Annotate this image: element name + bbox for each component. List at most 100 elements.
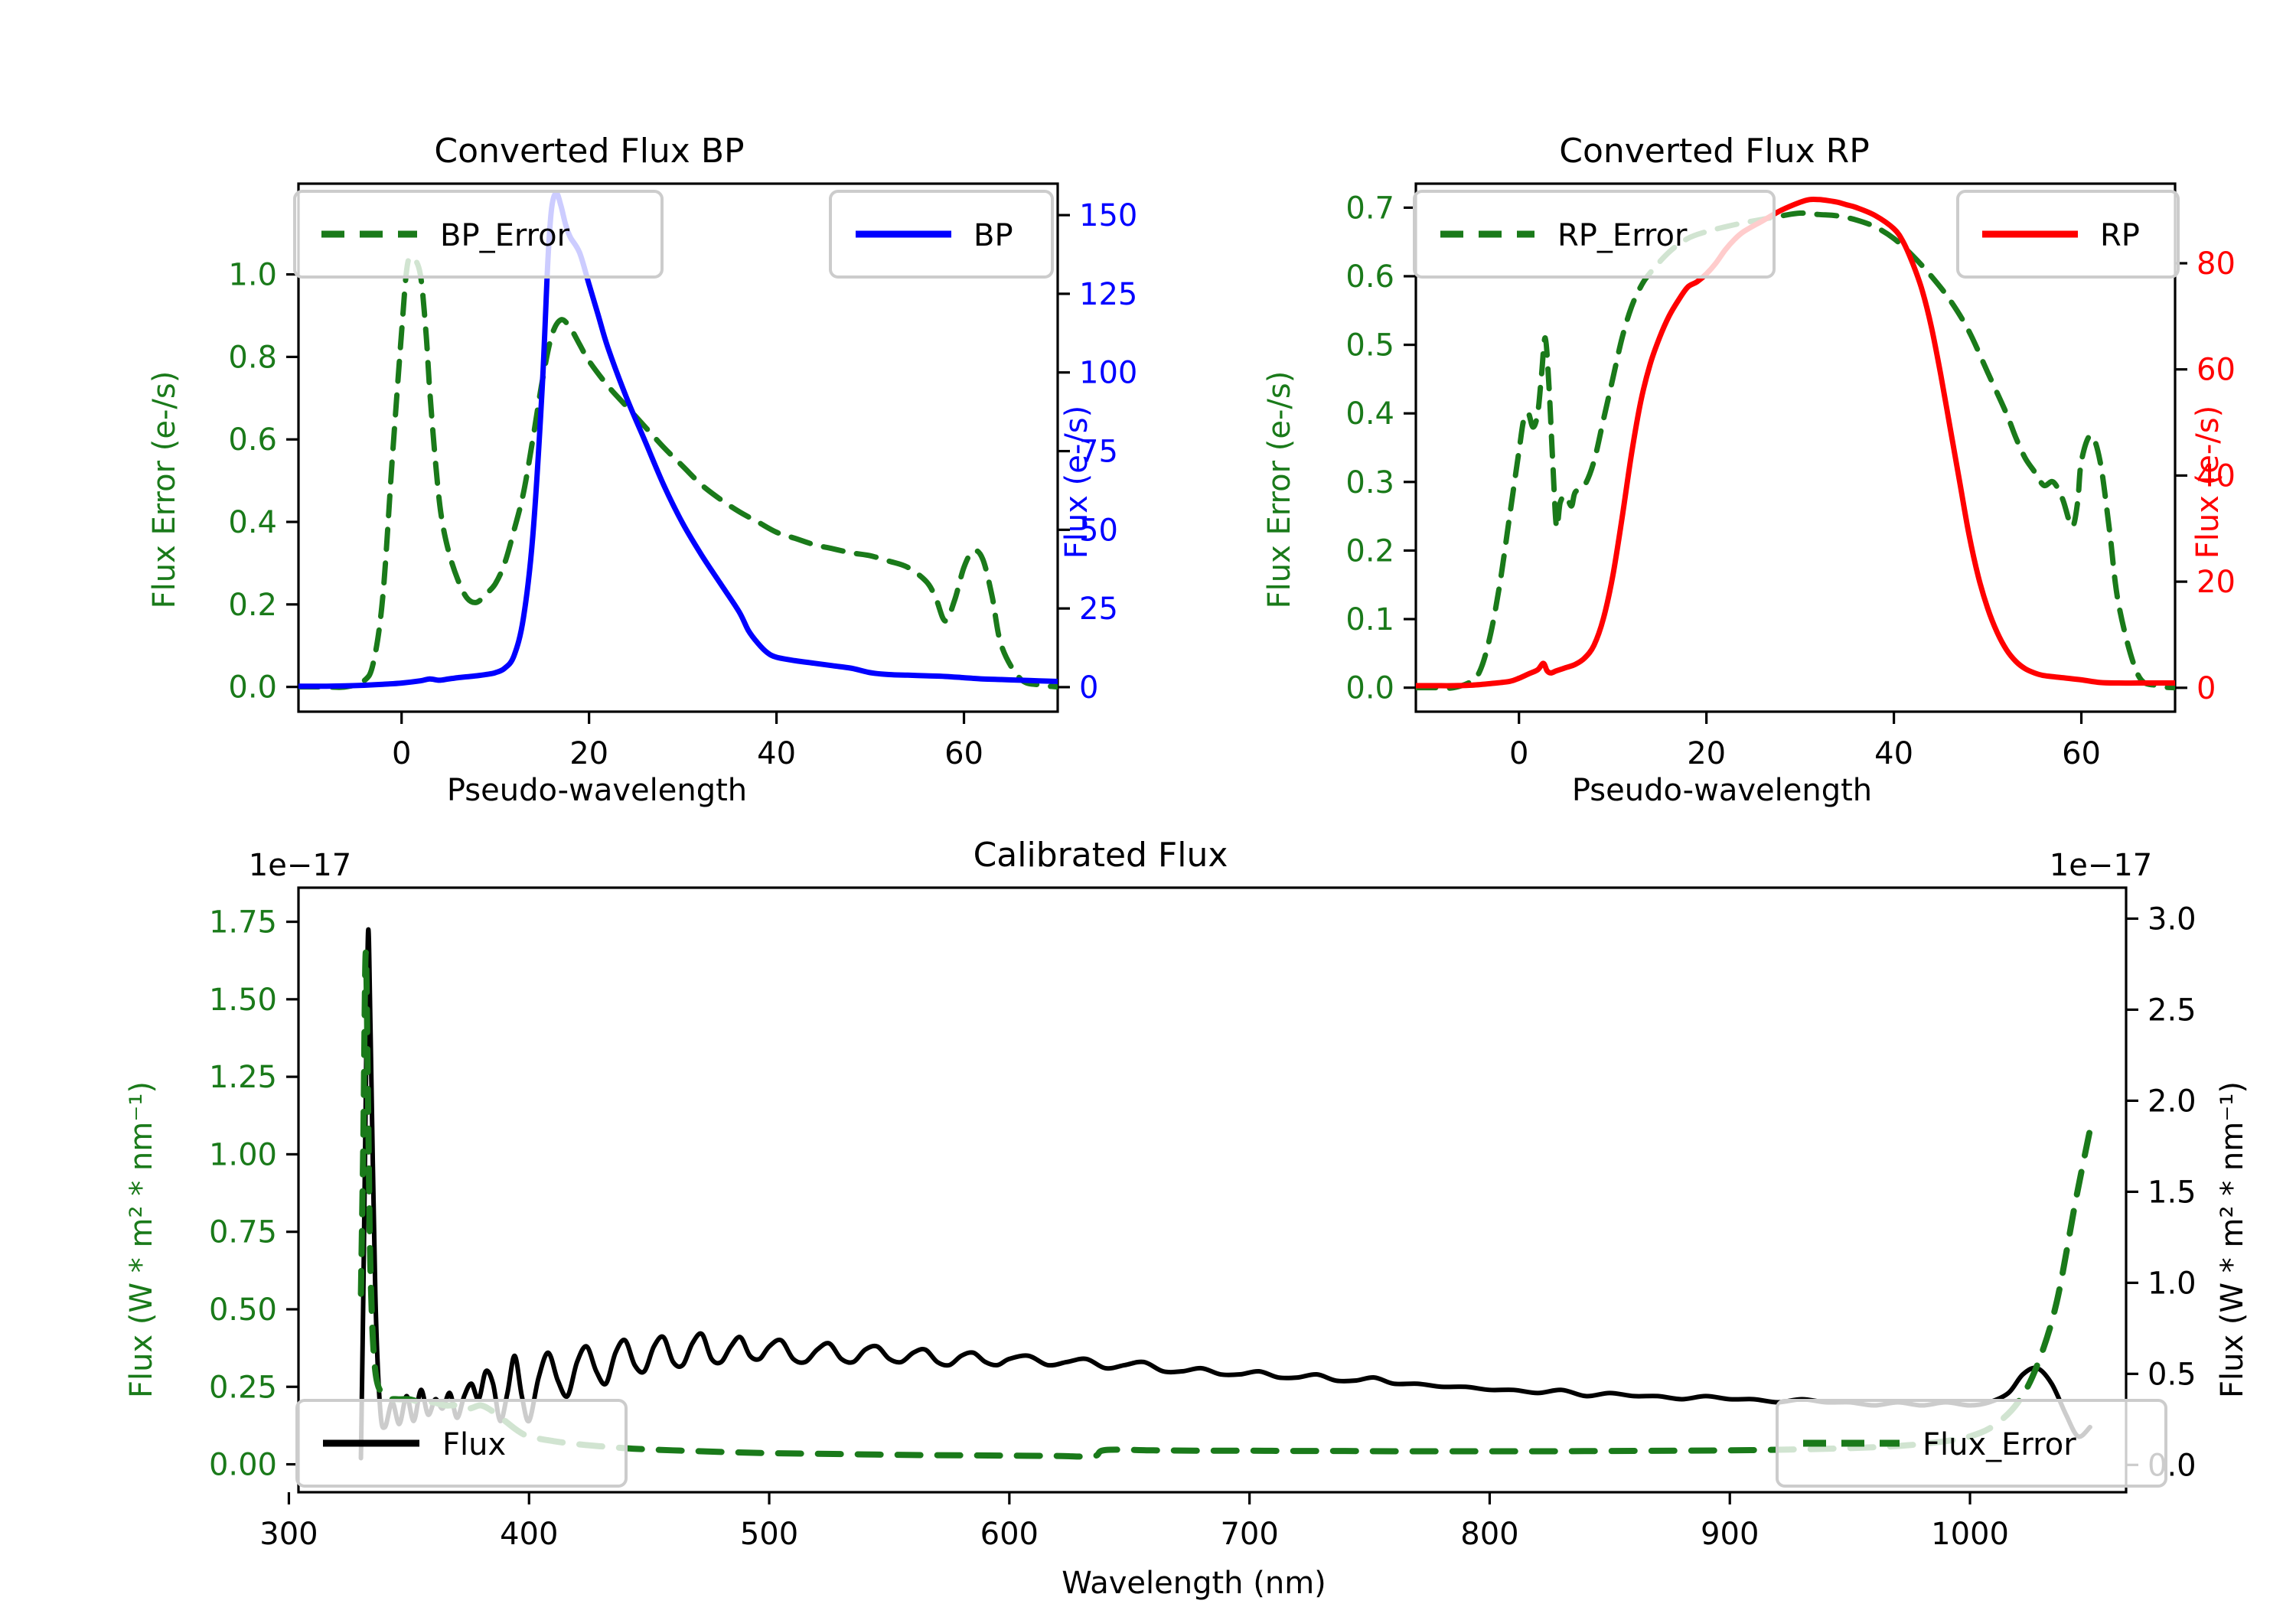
calibrated-ytick-left-label: 0.25 [209, 1370, 277, 1405]
calibrated-xtick-label: 300 [259, 1517, 318, 1552]
calibrated-frame [297, 886, 2128, 1494]
calibrated-xtick-label: 400 [500, 1517, 558, 1552]
calibrated-legend-flux-label: Flux [442, 1427, 506, 1462]
bp-ytick-right-label: 150 [1079, 198, 1137, 233]
bp-xtick-label: 20 [569, 736, 608, 771]
calibrated-ytick-right-label: 1.0 [2148, 1266, 2197, 1301]
rp-ytick-left-label: 0.1 [1345, 602, 1394, 637]
bp-legend-bp-label: BP [974, 218, 1013, 253]
calibrated-ytick-left-label: 0.00 [209, 1448, 277, 1483]
bp-legend-bp[interactable]: BP [829, 190, 1054, 279]
bp-ytick-left-label: 0.6 [228, 422, 277, 458]
calibrated-legend-flux-error-box [1776, 1399, 2167, 1488]
bp-ytick-right-label: 75 [1079, 435, 1118, 470]
calibrated-ylabel-left: Flux (W * m² * nm⁻¹) [124, 1081, 159, 1398]
rp-legend-error[interactable]: RP_Error [1413, 190, 1776, 279]
bp-ytick-left-label: 0.0 [228, 670, 277, 706]
panel-converted-flux-rp: Converted Flux RP 0 20 40 60 0.0 0.1 0.2 0.3 0.4… [1148, 0, 2296, 811]
bp-xtick-label: 60 [944, 736, 983, 771]
rp-ylabel-left: Flux Error (e-/s) [1262, 371, 1297, 609]
rp-legend-error-box [1413, 190, 1776, 279]
calibrated-legend-flux-box [295, 1399, 628, 1488]
calibrated-offset-left: 1e−17 [249, 848, 351, 883]
rp-xtick-label: 60 [2062, 736, 2101, 771]
calibrated-ytick-left-label: 1.25 [209, 1060, 277, 1095]
calibrated-xtick-label: 1000 [1931, 1517, 2009, 1552]
calibrated-ytick-left-label: 0.75 [209, 1215, 277, 1250]
calibrated-series-flux [358, 927, 2092, 1461]
bp-title: Converted Flux BP [434, 132, 744, 171]
calibrated-ylabel-right: Flux (W * m² * nm⁻¹) [2215, 1081, 2250, 1398]
bp-legend-error[interactable]: BP_Error [293, 190, 664, 279]
panel-calibrated-flux: Calibrated Flux 1e−17 1e−17 300 400 500 600… [0, 811, 2296, 1607]
rp-title: Converted Flux RP [1559, 132, 1870, 171]
calibrated-title: Calibrated Flux [974, 836, 1228, 875]
rp-xtick-label: 0 [1509, 736, 1528, 771]
calibrated-plot-lines [357, 927, 2093, 1461]
bp-ytick-right-label: 0 [1079, 670, 1098, 706]
bp-ytick-left-label: 0.4 [228, 505, 277, 540]
calibrated-legend-flux-error[interactable]: Flux_Error [1776, 1399, 2167, 1488]
calibrated-xtick-label: 600 [980, 1517, 1039, 1552]
panel-converted-flux-bp: Converted Flux BP 0 20 40 60 0.0 0.2 0.4 0.6 0.8… [0, 0, 1148, 811]
calibrated-offset-right: 1e−17 [2050, 848, 2152, 883]
rp-xlabel: Pseudo-wavelength [1572, 773, 1872, 808]
rp-ytick-right-label: 60 [2197, 353, 2236, 388]
bp-ytick-right-label: 125 [1079, 277, 1137, 312]
calibrated-ytick-right-label: 3.0 [2148, 901, 2197, 937]
rp-ytick-right-label: 80 [2197, 246, 2236, 282]
rp-ylabel-right: Flux (e-/s) [2190, 406, 2226, 559]
calibrated-ytick-left-label: 1.75 [209, 905, 277, 940]
calibrated-xtick-label: 500 [740, 1517, 798, 1552]
bp-ytick-right-label: 100 [1079, 356, 1137, 391]
rp-ytick-left-label: 0.5 [1345, 328, 1394, 363]
calibrated-ytick-left-label: 1.00 [209, 1137, 277, 1172]
bp-ylabel-left: Flux Error (e-/s) [147, 371, 182, 609]
rp-xtick-label: 40 [1874, 736, 1913, 771]
rp-ytick-left-label: 0.0 [1345, 671, 1394, 706]
bp-plot-lines [298, 190, 1058, 690]
calibrated-legend-flux-error-label: Flux_Error [1923, 1427, 2076, 1462]
bp-ytick-right-label: 25 [1079, 592, 1118, 627]
bp-axes-area: 0 20 40 60 0.0 0.2 0.4 0.6 0.8 1.0 0 25 50 75 100 125 15… [228, 182, 1137, 771]
rp-ytick-right-label: 40 [2197, 458, 2236, 494]
rp-ytick-right-label: 0 [2197, 671, 2216, 706]
rp-legend-error-label: RP_Error [1557, 218, 1688, 253]
calibrated-ytick-right-label: 1.5 [2148, 1175, 2197, 1210]
calibrated-series-flux-error [357, 950, 2093, 1460]
bp-legend-error-box [293, 190, 664, 279]
rp-ytick-left-label: 0.3 [1345, 465, 1394, 500]
bp-xtick-label: 0 [392, 736, 411, 771]
rp-ytick-right-label: 20 [2197, 565, 2236, 600]
bp-ytick-left-label: 0.2 [228, 588, 277, 623]
bp-series-bp [298, 190, 1058, 689]
bp-ytick-left-label: 0.8 [228, 340, 277, 375]
bp-xtick-label: 40 [757, 736, 796, 771]
calibrated-ytick-right-label: 2.5 [2148, 993, 2197, 1028]
calibrated-ytick-right-label: 0.5 [2148, 1357, 2197, 1392]
rp-ytick-left-label: 0.2 [1345, 533, 1394, 569]
calibrated-legend-flux[interactable]: Flux [295, 1399, 628, 1488]
rp-legend-rp-label: RP [2100, 218, 2140, 253]
rp-ytick-left-label: 0.4 [1345, 396, 1394, 432]
bp-legend-error-label: BP_Error [440, 218, 570, 253]
calibrated-xlabel: Wavelength (nm) [1062, 1566, 1326, 1601]
bp-xlabel: Pseudo-wavelength [447, 773, 747, 808]
calibrated-ytick-right-label: 2.0 [2148, 1084, 2197, 1119]
calibrated-xtick-label: 700 [1220, 1517, 1278, 1552]
calibrated-xtick-label: 900 [1701, 1517, 1759, 1552]
rp-xtick-label: 20 [1687, 736, 1726, 771]
calibrated-ytick-left-label: 1.50 [209, 983, 277, 1018]
calibrated-ytick-left-label: 0.50 [209, 1292, 277, 1328]
rp-series-rp-error [1416, 210, 2175, 691]
bp-ylabel-right: Flux (e-/s) [1059, 406, 1094, 559]
bp-frame [297, 182, 1059, 713]
bp-ytick-right-label: 50 [1079, 513, 1118, 548]
rp-frame [1414, 182, 2177, 713]
bp-ytick-left-label: 1.0 [228, 258, 277, 293]
rp-legend-rp[interactable]: RP [1956, 190, 2180, 279]
calibrated-xtick-label: 800 [1460, 1517, 1518, 1552]
rp-ytick-left-label: 0.7 [1345, 191, 1394, 226]
rp-ytick-left-label: 0.6 [1345, 259, 1394, 295]
